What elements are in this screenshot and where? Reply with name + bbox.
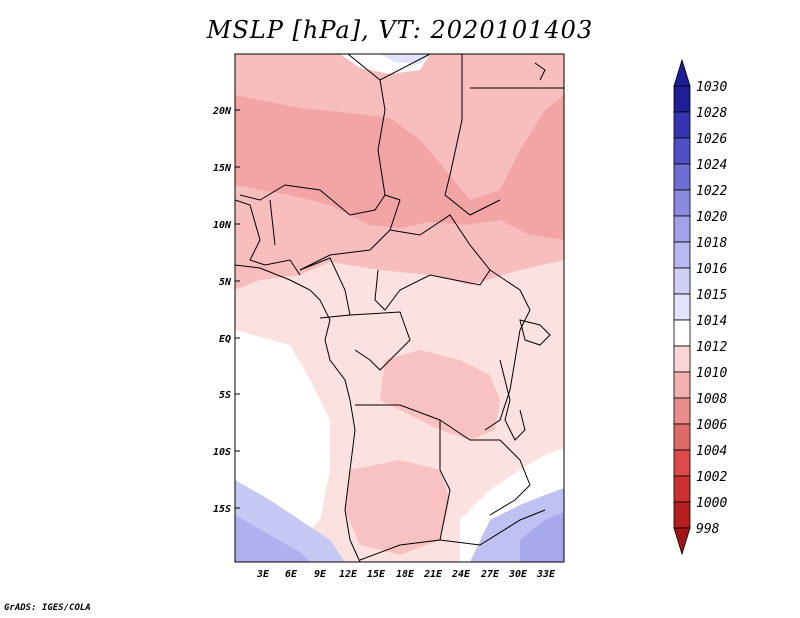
lat-label: 5N [219,277,232,288]
lon-label: 6E [285,569,298,580]
colorbar-label: 1016 [696,262,727,277]
lat-label: 10N [213,220,232,231]
lat-label: EQ [219,334,231,345]
lat-tick-marks [235,109,240,509]
zone-1015-north [380,54,430,64]
lon-label: 33E [536,569,556,580]
colorbar-label: 1006 [696,418,727,433]
colorbar: 1030 1028 1026 1024 1022 1020 1018 1016 1015 1014… [673,58,727,556]
pressure-field [235,54,564,562]
grads-credit: GrADS: IGES/COLA [4,603,91,613]
country-borders [235,54,564,561]
lon-label: 3E [256,569,270,580]
colorbar-arrow-top [673,58,691,87]
colorbar-label: 1018 [696,236,727,251]
colorbar-label: 1015 [696,288,727,303]
lon-label: 15E [367,569,386,580]
colorbar-label: 1012 [696,340,727,355]
colorbar-label: 1024 [696,158,727,173]
lon-label: 12E [339,569,358,580]
colorbar-label: 1010 [696,366,727,381]
colorbar-arrow-bottom [673,527,691,556]
colorbar-swatch [673,189,691,217]
lat-label: 15S [213,504,231,515]
lon-label: 9E [314,569,327,580]
colorbar-label: 1026 [696,132,727,147]
colorbar-label: 1022 [696,184,727,199]
map-frame [234,53,565,563]
zone-1018-southeast [520,512,564,562]
zone-1010-central [380,350,500,440]
zone-1012-south [345,460,450,555]
colorbar-swatch [673,397,691,425]
lat-label: 10S [213,447,231,458]
colorbar-swatch [673,137,691,165]
colorbar-label: 1004 [696,444,727,459]
lat-axis-labels: 20N 15N 10N 5N EQ 5S 10S 15S [212,106,232,515]
colorbar-label: 1008 [696,392,727,407]
colorbar-swatch [673,85,691,113]
lon-label: 21E [423,569,443,580]
lat-label: 15N [213,163,232,174]
colorbar-label: 1002 [696,470,727,485]
colorbar-swatch [673,241,691,269]
lat-label: 20N [212,106,232,117]
colorbar-swatch [673,371,691,399]
colorbar-swatch [673,111,691,139]
colorbar-swatch [673,423,691,451]
colorbar-swatch [673,319,691,347]
colorbar-swatch [673,267,691,295]
colorbar-swatch [673,501,691,529]
colorbar-swatch [673,163,691,191]
colorbar-swatch [673,215,691,243]
colorbar-label: 1020 [696,210,727,225]
colorbar-label: 1000 [696,496,727,511]
lon-axis-labels: 3E 6E 9E 12E 15E 18E 21E 24E 27E 30E 33E [256,569,556,580]
colorbar-swatch [673,449,691,477]
colorbar-swatch [673,475,691,503]
colorbar-label: 1014 [696,314,727,329]
zone-1014-west [235,330,330,540]
coastlines-lakes [235,62,551,562]
colorbar-label: 998 [696,522,720,537]
lon-label: 27E [480,569,500,580]
chart-title: MSLP [hPa], VT: 2020101403 [206,16,594,44]
lon-label: 30E [508,569,528,580]
colorbar-swatch [673,293,691,321]
colorbar-swatch [673,345,691,373]
colorbar-label: 1030 [696,80,727,95]
zone-1010-sahel [235,95,564,240]
lat-label: 5S [219,390,231,401]
lon-label: 18E [396,569,415,580]
colorbar-label: 1028 [696,106,727,121]
zone-1018-southwest [235,515,310,562]
lon-label: 24E [451,569,471,580]
